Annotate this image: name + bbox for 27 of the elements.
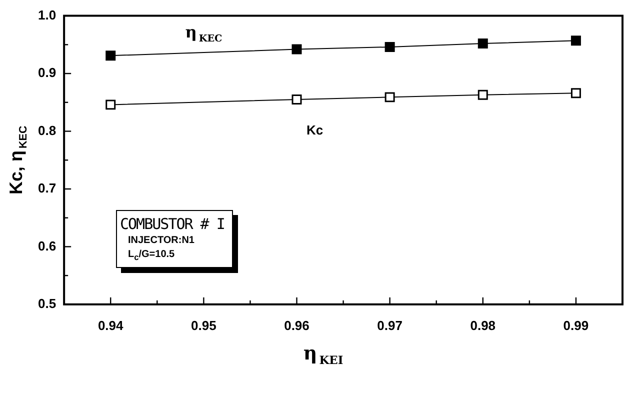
point: [570, 36, 581, 46]
y-tick-label: 0.6: [38, 238, 56, 254]
point: [292, 94, 302, 104]
y-tick-label: 0.8: [38, 122, 56, 138]
annotation: L$_{c}$/G=10.5: [127, 248, 176, 263]
x-tick-label: 0.95: [191, 318, 216, 333]
y-tick-label: 0.5: [38, 296, 56, 311]
y-tick-label: 1.0: [38, 7, 56, 22]
point: [478, 38, 488, 48]
x-tick-label: 0.98: [470, 318, 496, 333]
point: [106, 100, 116, 110]
x-tick-label: 0.99: [563, 318, 589, 333]
x-tick-label: 0.97: [377, 318, 402, 333]
annotation: INJECTOR:N1: [127, 234, 196, 248]
point: [570, 88, 581, 98]
y-tick-label: 0.9: [38, 65, 56, 80]
x-tick-label: 0.96: [284, 318, 310, 333]
point: [292, 44, 302, 54]
point: [384, 92, 395, 102]
x-tick-label: 0.94: [98, 318, 124, 333]
series-label: Kc: [306, 122, 324, 138]
y-axis-title: Kc, ηKEC: [6, 125, 30, 194]
annotation: COMBUSTOR # I: [120, 214, 224, 234]
y-tick-label: 0.7: [38, 180, 56, 196]
point: [478, 90, 488, 100]
point: [106, 50, 116, 61]
point: [384, 42, 395, 52]
